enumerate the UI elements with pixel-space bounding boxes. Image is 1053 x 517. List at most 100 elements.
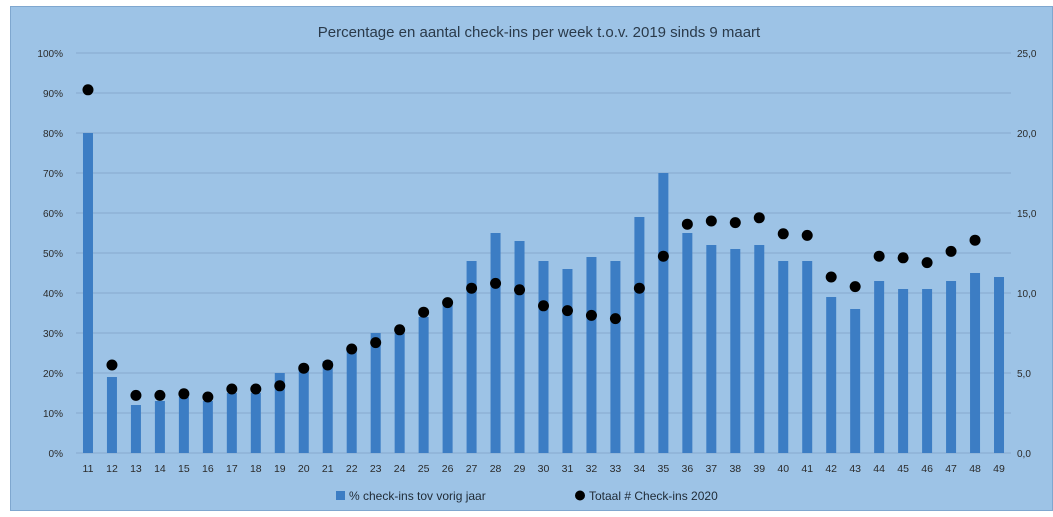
x-tick-label: 43 <box>849 463 861 475</box>
scatter-point <box>561 305 573 317</box>
scatter-point <box>202 391 214 403</box>
legend-label-bar: % check-ins tov vorig jaar <box>349 489 486 503</box>
bar <box>586 257 597 453</box>
scatter-point <box>106 359 118 371</box>
scatter-point <box>178 388 190 400</box>
bar <box>418 317 429 453</box>
y-left-tick-label: 60% <box>43 209 63 220</box>
x-tick-label: 22 <box>346 463 358 475</box>
x-tick-label: 23 <box>370 463 382 475</box>
x-tick-label: 20 <box>298 463 310 475</box>
scatter-point <box>298 362 310 374</box>
scatter-point <box>585 309 597 321</box>
x-tick-label: 38 <box>729 463 741 475</box>
x-tick-label: 18 <box>250 463 262 475</box>
x-tick-label: 32 <box>586 463 598 475</box>
bar <box>802 261 813 453</box>
bar <box>682 233 693 453</box>
scatter-point <box>538 300 549 312</box>
bar <box>562 269 573 453</box>
scatter-point <box>130 389 142 401</box>
bar <box>778 261 789 453</box>
y-left-tick-label: 70% <box>43 169 63 180</box>
scatter-point <box>346 343 358 355</box>
x-tick-label: 13 <box>130 463 142 475</box>
scatter-point <box>226 383 238 395</box>
scatter-point <box>873 250 885 262</box>
legend-swatch-dot <box>575 490 585 501</box>
x-tick-label: 30 <box>538 463 550 475</box>
bar <box>202 401 213 453</box>
bar <box>898 289 909 453</box>
y-left-tick-label: 90% <box>43 89 63 100</box>
x-tick-label: 33 <box>610 463 622 475</box>
x-tick-label: 11 <box>83 463 94 475</box>
x-tick-label: 16 <box>202 463 214 475</box>
x-tick-label: 40 <box>777 463 789 475</box>
y-left-tick-label: 20% <box>43 369 63 380</box>
bar <box>130 405 141 453</box>
scatter-point <box>394 324 406 336</box>
scatter-series <box>82 84 981 403</box>
x-tick-label: 47 <box>945 463 957 475</box>
scatter-point <box>681 218 693 230</box>
x-tick-label: 17 <box>226 463 238 475</box>
x-tick-label: 14 <box>154 463 166 475</box>
x-tick-label: 29 <box>514 463 526 475</box>
scatter-point <box>849 281 861 293</box>
bar <box>322 361 333 453</box>
bar <box>730 249 741 453</box>
y-axis-right: 0,0 5,0 10,0 15,0 20,0 25,0 <box>1017 49 1037 460</box>
bar <box>634 217 645 453</box>
bar-series <box>82 133 1005 453</box>
scatter-point <box>777 228 789 240</box>
bar <box>706 245 717 453</box>
x-tick-label: 35 <box>658 463 670 475</box>
chart-svg: Percentage en aantal check-ins per week … <box>37 24 1037 503</box>
bar <box>610 261 621 453</box>
x-tick-label: 36 <box>682 463 694 475</box>
y-left-tick-label: 10% <box>43 409 63 420</box>
scatter-point <box>82 84 94 96</box>
x-tick-label: 31 <box>562 463 574 475</box>
y-left-tick-label: 100% <box>37 49 63 60</box>
legend: % check-ins tov vorig jaar Totaal # Chec… <box>336 489 718 503</box>
x-tick-label: 48 <box>969 463 981 475</box>
scatter-point <box>945 245 957 257</box>
y-left-tick-label: 0% <box>49 449 64 460</box>
y-left-tick-label: 50% <box>43 249 63 260</box>
scatter-point <box>657 250 669 262</box>
x-tick-label: 42 <box>825 463 837 475</box>
bar <box>442 301 453 453</box>
bar <box>346 349 357 453</box>
bar <box>754 245 765 453</box>
scatter-point <box>322 359 334 371</box>
legend-label-dot: Totaal # Check-ins 2020 <box>589 489 718 503</box>
bar <box>226 393 237 453</box>
y-right-tick-label: 10,0 <box>1017 289 1037 300</box>
scatter-point <box>442 297 454 309</box>
scatter-point <box>921 257 933 269</box>
bar <box>394 333 405 453</box>
scatter-point <box>274 380 286 392</box>
bar <box>490 233 501 453</box>
scatter-point <box>825 271 837 283</box>
scatter-point <box>514 284 526 296</box>
y-left-tick-label: 40% <box>43 289 63 300</box>
x-axis: 11 12 13 14 15 16 17 18 19 20 21 22 23 24 25 26 27 28 29 30… <box>83 463 1005 475</box>
scatter-point <box>633 282 645 294</box>
scatter-point <box>897 252 909 264</box>
x-tick-label: 34 <box>634 463 646 475</box>
bar <box>922 289 933 453</box>
x-tick-label: 49 <box>993 463 1005 475</box>
bar <box>154 401 165 453</box>
chart-frame: Percentage en aantal check-ins per week … <box>10 6 1053 511</box>
bar <box>946 281 957 453</box>
scatter-point <box>466 282 478 294</box>
scatter-point <box>609 313 621 325</box>
bar <box>274 373 285 453</box>
x-tick-label: 19 <box>274 463 286 475</box>
y-right-tick-label: 25,0 <box>1017 49 1037 60</box>
bar <box>658 173 669 453</box>
chart-title: Percentage en aantal check-ins per week … <box>318 24 761 41</box>
